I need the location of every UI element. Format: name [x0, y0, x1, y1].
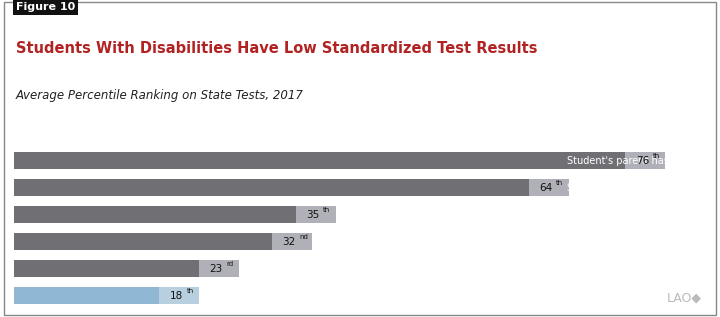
Bar: [159, 288, 199, 304]
Bar: [14, 288, 159, 304]
Text: rd: rd: [227, 261, 234, 267]
Text: Student's parent has a graduate degree: Student's parent has a graduate degree: [567, 156, 720, 166]
Text: Students With Disabilities Have Low Standardized Test Results: Students With Disabilities Have Low Stan…: [16, 41, 537, 56]
Text: nd: nd: [299, 234, 307, 240]
Text: LAO◆: LAO◆: [667, 291, 702, 304]
Bar: [14, 179, 528, 196]
Bar: [625, 152, 665, 169]
Text: Figure 10: Figure 10: [16, 2, 75, 12]
Bar: [199, 260, 240, 277]
Text: th: th: [652, 152, 660, 158]
Bar: [296, 206, 336, 223]
Text: th: th: [323, 207, 330, 213]
Text: 76: 76: [636, 156, 649, 166]
Text: Student's parent did not complete high school: Student's parent did not complete high s…: [567, 237, 720, 247]
Bar: [14, 233, 271, 250]
Bar: [14, 152, 625, 169]
Text: 18: 18: [169, 291, 183, 301]
Text: Student has a disability: Student has a disability: [567, 291, 683, 301]
Text: Student's family is low income: Student's family is low income: [567, 210, 716, 220]
Text: Student's family is not low income: Student's family is not low income: [567, 183, 720, 193]
Text: Student is an English learner: Student is an English learner: [567, 264, 708, 274]
Text: th: th: [186, 288, 194, 294]
Bar: [271, 233, 312, 250]
Text: th: th: [556, 179, 563, 185]
Text: Average Percentile Ranking on State Tests, 2017: Average Percentile Ranking on State Test…: [16, 89, 304, 102]
Bar: [528, 179, 569, 196]
Bar: [14, 206, 296, 223]
Text: 64: 64: [539, 183, 552, 193]
Text: 23: 23: [210, 264, 223, 274]
Text: 32: 32: [282, 237, 295, 247]
Text: 35: 35: [306, 210, 320, 220]
Bar: [14, 260, 199, 277]
